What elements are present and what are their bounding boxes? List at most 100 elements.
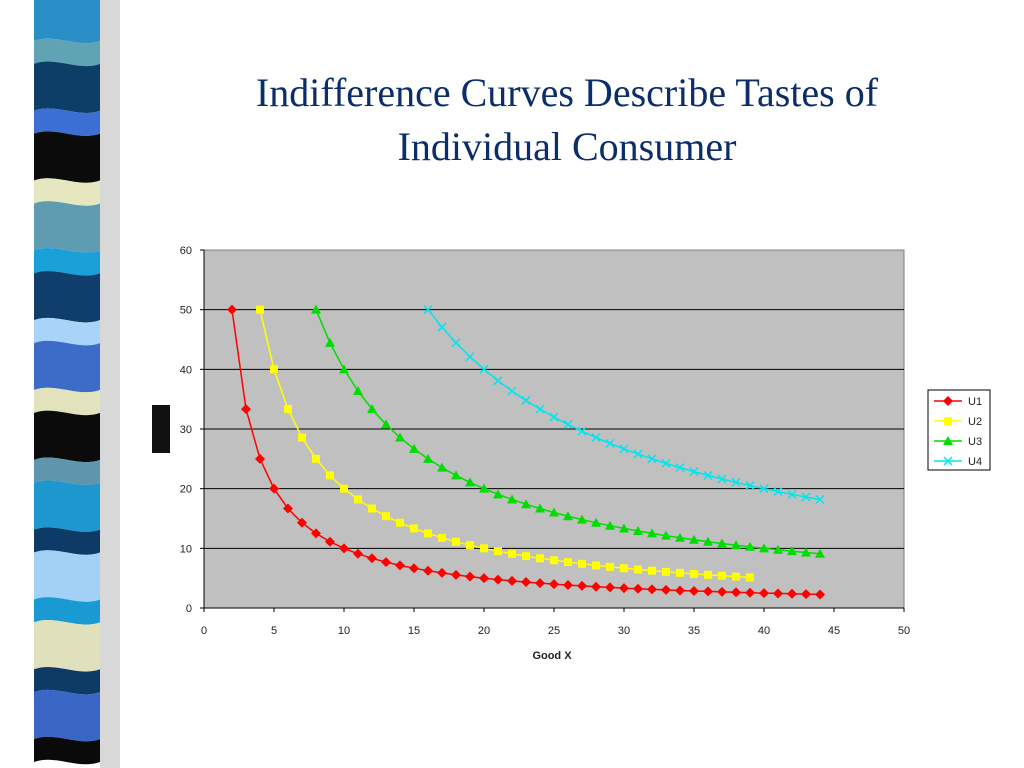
data-point (619, 444, 629, 454)
data-point (465, 477, 475, 487)
strip-band (34, 178, 100, 206)
data-point (325, 536, 335, 547)
x-tick-label: 20 (478, 625, 490, 637)
data-point (479, 483, 489, 493)
data-point (479, 573, 489, 584)
strip-band (34, 61, 100, 114)
strip-band (34, 270, 100, 323)
data-point (353, 548, 363, 559)
data-point (591, 581, 601, 592)
y-tick-label: 60 (180, 245, 192, 257)
data-point (647, 584, 657, 595)
data-point (647, 528, 657, 538)
data-point (353, 386, 363, 396)
data-point (311, 528, 321, 539)
data-point (689, 585, 699, 596)
data-point (578, 559, 586, 568)
data-point (662, 567, 670, 576)
data-point (368, 504, 376, 513)
data-point (396, 518, 404, 527)
data-point (564, 558, 572, 567)
slide-title: Indifference Curves Describe Tastes of I… (150, 66, 984, 174)
data-point (494, 547, 502, 556)
data-point (606, 562, 614, 571)
data-point (535, 503, 545, 513)
data-point (325, 337, 335, 347)
data-point (787, 489, 797, 499)
data-point (605, 520, 615, 530)
data-point (634, 565, 642, 574)
strip-band (34, 201, 100, 253)
data-point (717, 474, 727, 484)
strip-band (34, 736, 100, 765)
strip-band (34, 340, 100, 393)
data-point (703, 586, 713, 597)
data-point (521, 395, 531, 405)
data-point (367, 404, 377, 414)
data-point (648, 566, 656, 575)
data-point (424, 529, 432, 538)
data-point (227, 304, 237, 315)
strip-band (34, 317, 100, 346)
data-point (549, 412, 559, 422)
data-point (815, 494, 825, 505)
data-point (801, 589, 811, 600)
data-point (535, 578, 545, 589)
strip-band (34, 550, 100, 602)
data-point (423, 565, 433, 576)
data-point (423, 453, 433, 463)
x-tick-label: 45 (828, 625, 840, 637)
data-point (409, 443, 419, 453)
data-point (661, 584, 671, 595)
series-u2 (256, 305, 754, 582)
data-point (395, 560, 405, 571)
data-point (661, 458, 671, 468)
slide-title-line-1: Indifference Curves Describe Tastes of (255, 70, 879, 115)
y-tick-label: 10 (180, 543, 192, 555)
data-point (619, 523, 629, 533)
x-tick-label: 35 (688, 625, 700, 637)
data-point (732, 572, 740, 581)
data-point (773, 588, 783, 599)
slide-title-line-2: Individual Consumer (397, 124, 737, 169)
data-point (689, 534, 699, 544)
strip-band (34, 597, 100, 625)
data-point (591, 517, 601, 527)
data-point (703, 470, 713, 480)
data-point (437, 322, 447, 332)
strip-band (34, 457, 100, 486)
data-point (493, 574, 503, 585)
data-point (549, 579, 559, 590)
data-point (270, 365, 278, 374)
data-point (787, 588, 797, 599)
x-tick-label: 10 (338, 625, 350, 637)
data-point (507, 575, 517, 586)
data-point (943, 436, 953, 445)
data-point (675, 463, 685, 473)
data-point (592, 561, 600, 570)
data-point (605, 438, 615, 448)
x-tick-label: 40 (758, 625, 770, 637)
data-point (549, 507, 559, 517)
data-point (536, 554, 544, 563)
data-point (409, 563, 419, 574)
strip-band (34, 108, 100, 136)
data-point (550, 556, 558, 565)
series-u1 (227, 304, 825, 600)
data-point (312, 454, 320, 463)
data-point (382, 512, 390, 521)
decorative-side-strip (34, 0, 120, 768)
x-tick-label: 30 (618, 625, 630, 637)
data-point (675, 585, 685, 596)
data-point (339, 543, 349, 554)
data-point (535, 404, 545, 414)
data-point (283, 503, 293, 514)
data-point (815, 589, 825, 600)
data-point (423, 305, 433, 315)
data-point (381, 557, 391, 568)
data-point (620, 564, 628, 573)
data-point (759, 484, 769, 494)
data-point (255, 453, 265, 464)
data-point (465, 571, 475, 582)
data-point (508, 549, 516, 558)
